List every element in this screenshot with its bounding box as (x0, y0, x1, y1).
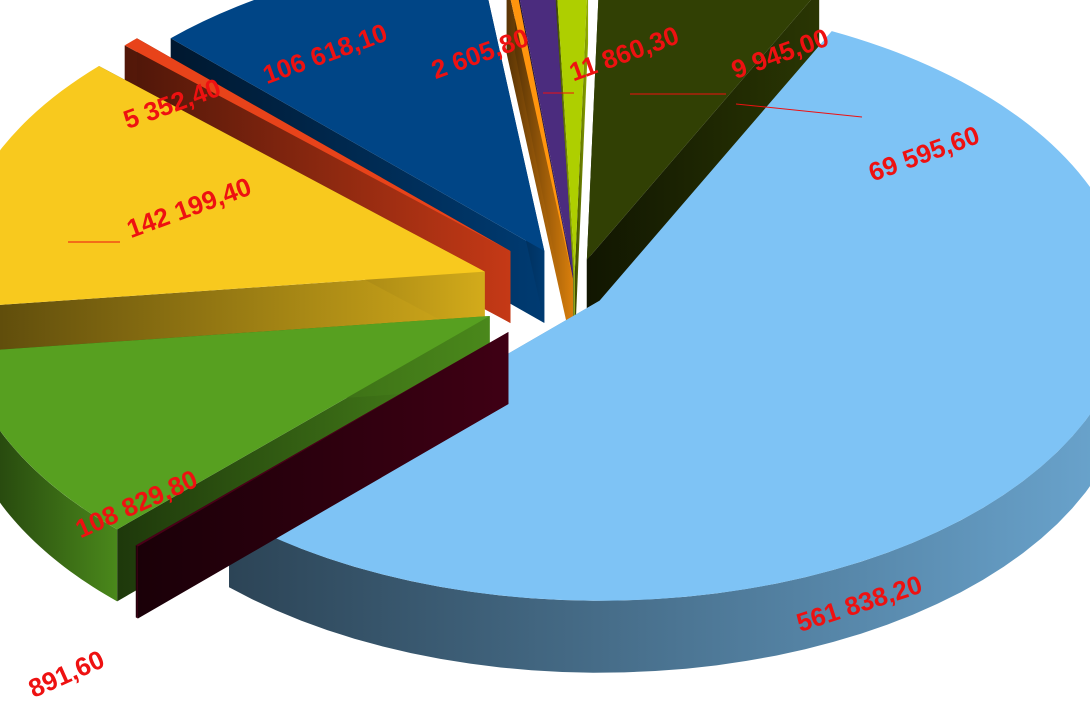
leader-lines (68, 92, 863, 243)
pie-slice-top (586, 0, 811, 260)
pie-slice-top (135, 332, 509, 547)
pie-slice-top (557, 0, 587, 272)
pie-slice-top (519, 0, 574, 275)
pie-slice (506, 0, 573, 351)
pie-slice-top (124, 38, 511, 252)
pie-slice-rim (135, 545, 138, 619)
leader-line (735, 103, 863, 118)
value-label: 891,60 (24, 644, 109, 704)
pie-slice-top (229, 31, 1090, 601)
pie-slice-rim (0, 430, 118, 602)
pie-slice-top (0, 65, 485, 305)
pie-slice-top (170, 0, 545, 251)
pie-slice-top (0, 315, 490, 530)
pie-slice (135, 332, 509, 619)
pie-slice-rim (229, 414, 1090, 673)
pie-slice-wall (135, 332, 509, 618)
pie-slice-wall (574, 0, 589, 344)
pie-slice-wall (515, 0, 573, 351)
slices-layer (0, 0, 1090, 673)
